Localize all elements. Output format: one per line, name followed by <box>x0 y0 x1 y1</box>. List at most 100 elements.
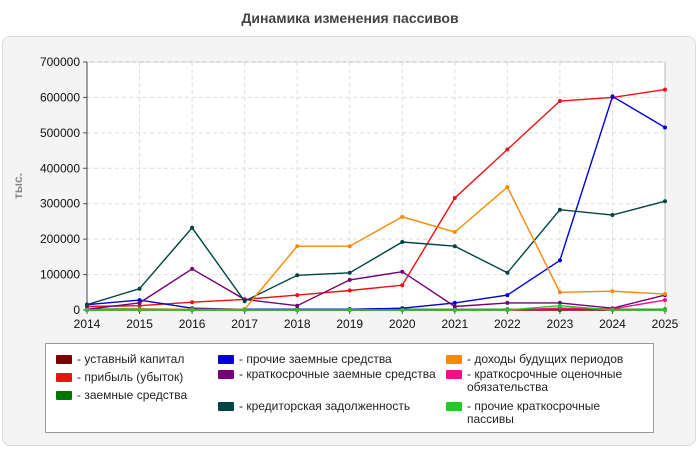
legend-item: - заемные средства <box>56 389 211 402</box>
plot-area <box>86 61 666 311</box>
legend-label: - прибыль (убыток) <box>77 370 184 384</box>
series-line-4 <box>86 95 666 310</box>
series-point-6 <box>242 299 247 304</box>
series-point-6 <box>400 239 405 244</box>
legend-item: - кредиторская задолженность <box>218 400 438 413</box>
series-point-2 <box>452 196 457 201</box>
series-point-4 <box>557 258 562 263</box>
legend-label: - прочие краткосрочные пассивы <box>467 399 601 426</box>
series-point-2 <box>295 293 300 298</box>
series-point-6 <box>295 273 300 278</box>
series-point-7 <box>557 290 562 295</box>
series-point-9 <box>452 308 457 312</box>
legend-label: - краткосрочные заемные средства <box>239 367 436 381</box>
series-point-9 <box>295 308 300 312</box>
y-tick-label: 200000 <box>40 232 80 246</box>
chart-legend: - уставный капитал - прибыль (убыток) - за… <box>45 343 654 433</box>
legend-swatch <box>218 355 234 364</box>
series-point-6 <box>452 244 457 249</box>
legend-item: - доходы будущих периодов <box>446 353 646 366</box>
series-point-6 <box>347 270 352 275</box>
series-point-2 <box>137 303 142 308</box>
series-line-2 <box>86 88 666 308</box>
y-tick-label: 600000 <box>40 90 80 104</box>
x-tick-label: 2025 <box>652 317 679 331</box>
legend-label: - заемные средства <box>77 388 188 402</box>
series-point-5 <box>295 303 300 308</box>
y-tick-label: 700000 <box>40 55 80 69</box>
legend-label: - краткосрочные оценочные обязательства <box>467 367 623 394</box>
series-line-9 <box>87 304 665 311</box>
legend-item: - уставный капитал <box>56 353 211 366</box>
series-line-5 <box>86 268 666 310</box>
series-point-9 <box>400 308 405 312</box>
series-point-9 <box>242 308 247 312</box>
legend-label: - кредиторская задолженность <box>239 399 411 413</box>
series-point-7 <box>452 230 457 235</box>
series-point-5 <box>190 266 195 271</box>
series-point-5 <box>505 300 510 305</box>
series-point-6 <box>663 199 667 204</box>
legend-swatch <box>218 402 234 411</box>
series-point-2 <box>505 147 510 152</box>
series-point-9 <box>137 308 142 312</box>
series-point-7 <box>400 214 405 219</box>
legend-item: - прочие краткосрочные пассивы <box>446 400 646 426</box>
y-tick-label: 400000 <box>40 161 80 175</box>
x-tick-label: 2022 <box>494 317 521 331</box>
series-point-6 <box>610 213 615 218</box>
legend-swatch <box>446 370 462 379</box>
series-point-7 <box>505 185 510 190</box>
series-point-9 <box>190 308 195 312</box>
series-point-7 <box>663 292 667 297</box>
y-tick-label: 300000 <box>40 197 80 211</box>
x-tick-label: 2024 <box>599 317 626 331</box>
series-line-6 <box>86 200 666 306</box>
series-point-4 <box>505 293 510 298</box>
y-axis-label: тыс. <box>11 173 25 199</box>
series-point-8 <box>663 298 667 303</box>
series-point-9 <box>557 303 562 308</box>
series-point-2 <box>663 87 667 92</box>
series-point-9 <box>663 308 667 312</box>
x-tick-label: 2020 <box>389 317 416 331</box>
series-point-4 <box>663 125 667 130</box>
legend-label: - уставный капитал <box>77 352 185 366</box>
series-point-6 <box>190 225 195 230</box>
series-point-5 <box>400 269 405 274</box>
series-point-6 <box>85 302 89 307</box>
x-tick-label: 2018 <box>284 317 311 331</box>
line-chart: 0 100000 200000 300000 400000 500000 600000 700… <box>11 55 679 331</box>
legend-item: - прочие заемные средства <box>218 353 438 366</box>
series-point-2 <box>190 300 195 305</box>
legend-item: - краткосрочные оценочные обязательства <box>446 368 646 394</box>
legend-swatch <box>56 391 72 400</box>
chart-title: Динамика изменения пассивов <box>241 10 459 26</box>
series-point-6 <box>505 270 510 275</box>
series-point-5 <box>557 300 562 305</box>
series-point-7 <box>610 289 615 294</box>
series-point-2 <box>347 288 352 293</box>
x-tick-label: 2023 <box>547 317 574 331</box>
legend-label: - прочие заемные средства <box>239 352 392 366</box>
series-point-5 <box>137 300 142 305</box>
y-tick-label: 0 <box>73 303 80 317</box>
series-point-2 <box>400 283 405 288</box>
series-point-7 <box>295 244 300 249</box>
y-tick-label: 500000 <box>40 126 80 140</box>
series-point-9 <box>505 308 510 312</box>
legend-swatch <box>56 373 72 382</box>
series-point-2 <box>557 98 562 103</box>
legend-swatch <box>56 355 72 364</box>
legend-item: - краткосрочные заемные средства <box>218 368 438 381</box>
series-point-6 <box>557 207 562 212</box>
legend-label: - доходы будущих периодов <box>467 352 624 366</box>
series-point-9 <box>610 308 615 312</box>
x-tick-label: 2014 <box>74 317 101 331</box>
x-tick-label: 2019 <box>336 317 363 331</box>
series-point-7 <box>347 244 352 249</box>
x-tick-label: 2016 <box>179 317 206 331</box>
x-tick-label: 2017 <box>231 317 258 331</box>
series-point-9 <box>85 308 89 312</box>
y-tick-label: 100000 <box>40 268 80 282</box>
